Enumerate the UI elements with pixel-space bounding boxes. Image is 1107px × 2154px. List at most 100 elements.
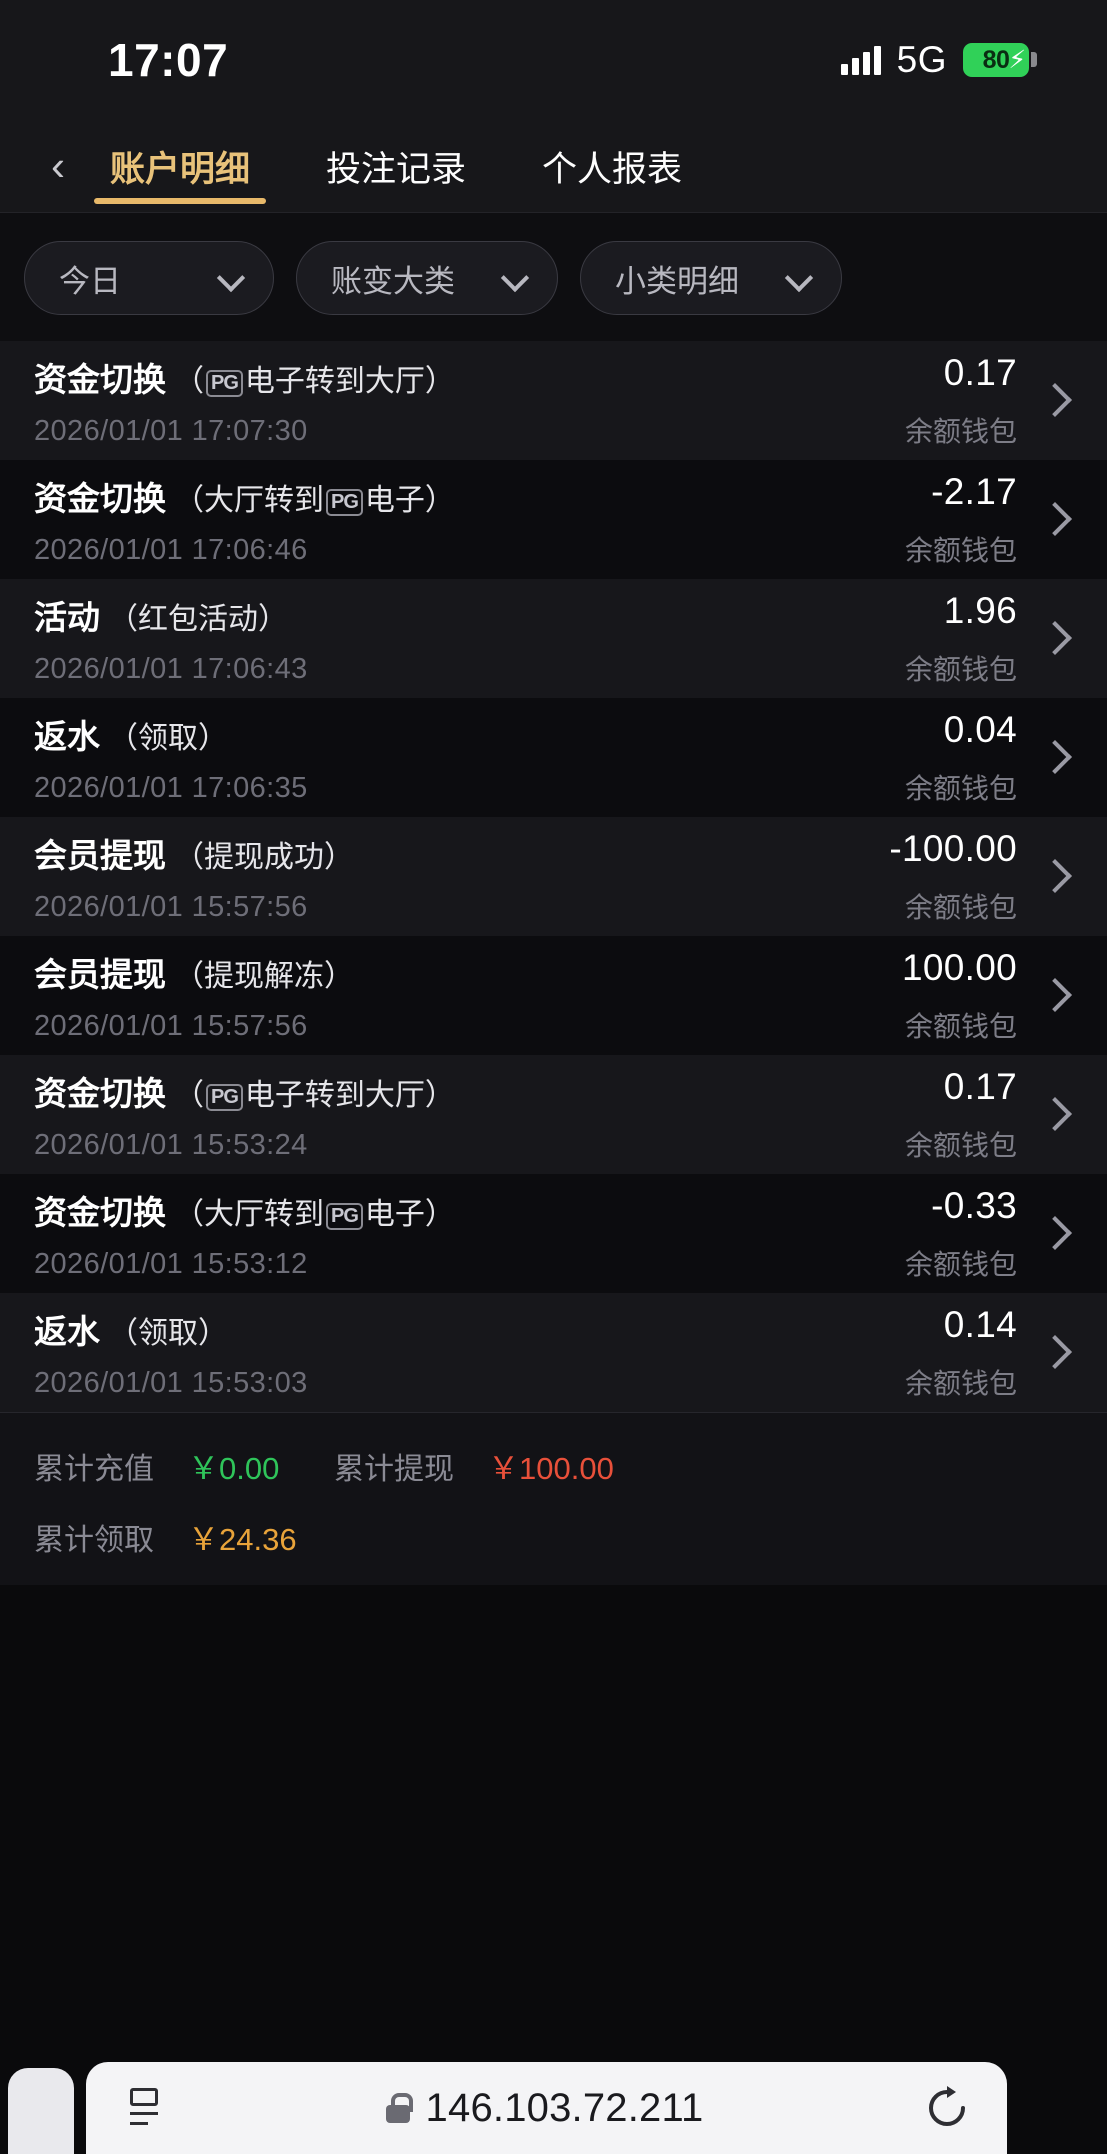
transaction-type: 返水	[34, 1313, 100, 1350]
table-row[interactable]: 会员提现 （提现解冻） 2026/01/01 15:57:56 100.00 余…	[0, 936, 1107, 1055]
transaction-detail: （提现成功）	[174, 841, 354, 874]
row-main: 返水 （领取） 2026/01/01 15:53:03	[34, 1305, 905, 1400]
filter-bar: 今日 账变大类 小类明细	[0, 212, 1107, 341]
summary-claim-value: ￥24.36	[188, 1522, 297, 1557]
url-text: 146.103.72.211	[425, 2085, 704, 2130]
signal-bars-icon	[840, 45, 881, 75]
transaction-detail: （大厅转到 PG 电子）	[174, 1198, 455, 1231]
tab-switcher-icon[interactable]	[8, 2068, 74, 2154]
row-main: 资金切换 （PG 电子转到大厅） 2026/01/01 17:07:30	[34, 353, 905, 448]
chevron-right-icon[interactable]	[1043, 624, 1073, 654]
table-row[interactable]: 资金切换 （大厅转到 PG 电子） 2026/01/01 15:53:12 -0.3…	[0, 1174, 1107, 1293]
row-main: 返水 （领取） 2026/01/01 17:06:35	[34, 710, 905, 805]
transaction-detail: （大厅转到 PG 电子）	[174, 484, 455, 517]
filter-sub-category[interactable]: 小类明细	[580, 241, 842, 315]
chevron-right-icon[interactable]	[1043, 505, 1073, 535]
transaction-date: 2026/01/01 15:53:12	[34, 1248, 308, 1280]
row-values: 1.96 余额钱包	[905, 590, 1017, 688]
transaction-amount: 0.17	[943, 351, 1017, 393]
summary-row-bottom: 累计领取 ￥24.36	[34, 1514, 1073, 1559]
transaction-amount: 100.00	[902, 946, 1017, 988]
transaction-title-group: 活动 （红包活动）	[34, 591, 905, 639]
chevron-right-icon[interactable]	[1043, 1100, 1073, 1130]
filter-major-category[interactable]: 账变大类	[296, 241, 558, 315]
filter-date-range[interactable]: 今日	[24, 241, 274, 315]
chevron-right-icon[interactable]	[1043, 386, 1073, 416]
table-row[interactable]: 资金切换 （PG 电子转到大厅） 2026/01/01 17:07:30 0.17…	[0, 341, 1107, 460]
transaction-title-group: 资金切换 （大厅转到 PG 电子）	[34, 472, 905, 520]
chevron-right-icon[interactable]	[1043, 1338, 1073, 1368]
transaction-wallet: 余额钱包	[904, 772, 1017, 804]
row-values: -0.33 余额钱包	[905, 1185, 1017, 1283]
status-bar-time: 17:07	[108, 34, 229, 86]
transaction-date: 2026/01/01 17:07:30	[34, 415, 308, 447]
tab-bet-records[interactable]: 投注记录	[326, 149, 467, 189]
table-row[interactable]: 返水 （领取） 2026/01/01 17:06:35 0.04 余额钱包	[0, 698, 1107, 817]
transaction-date: 2026/01/01 17:06:46	[34, 534, 308, 566]
url-bar[interactable]: 146.103.72.211	[86, 2062, 1007, 2154]
back-chevron-icon[interactable]: ‹	[51, 142, 65, 189]
transaction-amount: -2.17	[931, 470, 1017, 512]
filter-major-category-label: 账变大类	[331, 263, 455, 299]
pg-logo-icon: PG	[326, 489, 363, 516]
pg-logo-icon: PG	[326, 1203, 363, 1230]
status-bar: 17:07 5G 80 ⚡	[0, 0, 1107, 120]
transaction-title-group: 返水 （领取）	[34, 710, 905, 758]
row-values: 0.14 余额钱包	[905, 1304, 1017, 1402]
transaction-type: 返水	[34, 718, 100, 755]
chevron-right-icon[interactable]	[1043, 743, 1073, 773]
url-display[interactable]: 146.103.72.211	[192, 2086, 897, 2131]
table-row[interactable]: 资金切换 （大厅转到 PG 电子） 2026/01/01 17:06:46 -2.1…	[0, 460, 1107, 579]
table-row[interactable]: 资金切换 （PG 电子转到大厅） 2026/01/01 15:53:24 0.17…	[0, 1055, 1107, 1174]
chevron-down-icon	[503, 265, 529, 291]
summary-row-top: 累计充值 ￥0.00 累计提现 ￥100.00	[34, 1443, 1073, 1488]
chevron-right-icon[interactable]	[1043, 981, 1073, 1011]
table-row[interactable]: 会员提现 （提现成功） 2026/01/01 15:57:56 -100.00 …	[0, 817, 1107, 936]
transaction-wallet: 余额钱包	[904, 534, 1017, 566]
transaction-type: 会员提现	[34, 837, 166, 874]
tab-account-details[interactable]: 账户明细	[88, 120, 272, 212]
chevron-down-icon	[219, 265, 245, 291]
transaction-amount: -0.33	[931, 1184, 1017, 1226]
summary-deposit-label: 累计充值	[34, 1452, 154, 1486]
summary-deposit-value: ￥0.00	[188, 1451, 280, 1486]
summary-withdraw: 累计提现 ￥100.00	[334, 1443, 634, 1488]
table-row[interactable]: 活动 （红包活动） 2026/01/01 17:06:43 1.96 余额钱包	[0, 579, 1107, 698]
reader-view-icon[interactable]	[122, 2086, 166, 2130]
transaction-amount: 0.14	[943, 1303, 1017, 1345]
chevron-right-icon[interactable]	[1043, 1219, 1073, 1249]
transaction-detail: （领取）	[108, 1317, 228, 1350]
transaction-detail: （红包活动）	[108, 603, 288, 636]
transaction-date: 2026/01/01 15:57:56	[34, 891, 308, 923]
transaction-detail: （PG 电子转到大厅）	[174, 1079, 455, 1112]
transaction-type: 会员提现	[34, 956, 166, 993]
filter-sub-category-label: 小类明细	[615, 263, 739, 299]
row-main: 资金切换 （大厅转到 PG 电子） 2026/01/01 15:53:12	[34, 1186, 905, 1281]
summary-withdraw-label: 累计提现	[334, 1452, 454, 1486]
row-main: 会员提现 （提现解冻） 2026/01/01 15:57:56	[34, 948, 902, 1043]
table-row[interactable]: 返水 （领取） 2026/01/01 15:53:03 0.14 余额钱包	[0, 1293, 1107, 1412]
status-bar-indicators: 5G 80 ⚡	[840, 39, 1037, 81]
transaction-wallet: 余额钱包	[904, 891, 1017, 923]
transaction-title-group: 资金切换 （PG 电子转到大厅）	[34, 353, 905, 401]
row-main: 活动 （红包活动） 2026/01/01 17:06:43	[34, 591, 905, 686]
chevron-right-icon[interactable]	[1043, 862, 1073, 892]
lock-icon	[385, 2093, 413, 2123]
bolt-icon: ⚡	[1008, 45, 1026, 74]
transaction-amount: 0.04	[943, 708, 1017, 750]
summary-claim: 累计领取 ￥24.36	[34, 1514, 334, 1559]
battery-level-label: 80	[982, 45, 1010, 74]
summary-footer: 累计充值 ￥0.00 累计提现 ￥100.00 累计领取 ￥24.36	[0, 1412, 1107, 1585]
transaction-date: 2026/01/01 15:57:56	[34, 1010, 308, 1042]
transaction-title-group: 返水 （领取）	[34, 1305, 905, 1353]
row-values: -100.00 余额钱包	[889, 828, 1017, 926]
transaction-title-group: 会员提现 （提现成功）	[34, 829, 889, 877]
tab-personal-report[interactable]: 个人报表	[542, 149, 683, 189]
transaction-date: 2026/01/01 17:06:35	[34, 772, 308, 804]
transaction-amount: 1.96	[943, 589, 1017, 631]
navigation-bar: ‹ 账户明细 投注记录 个人报表	[0, 120, 1107, 212]
row-main: 会员提现 （提现成功） 2026/01/01 15:57:56	[34, 829, 889, 924]
reload-icon[interactable]	[923, 2084, 971, 2132]
transaction-type: 资金切换	[34, 480, 166, 517]
row-values: 0.17 余额钱包	[905, 1066, 1017, 1164]
